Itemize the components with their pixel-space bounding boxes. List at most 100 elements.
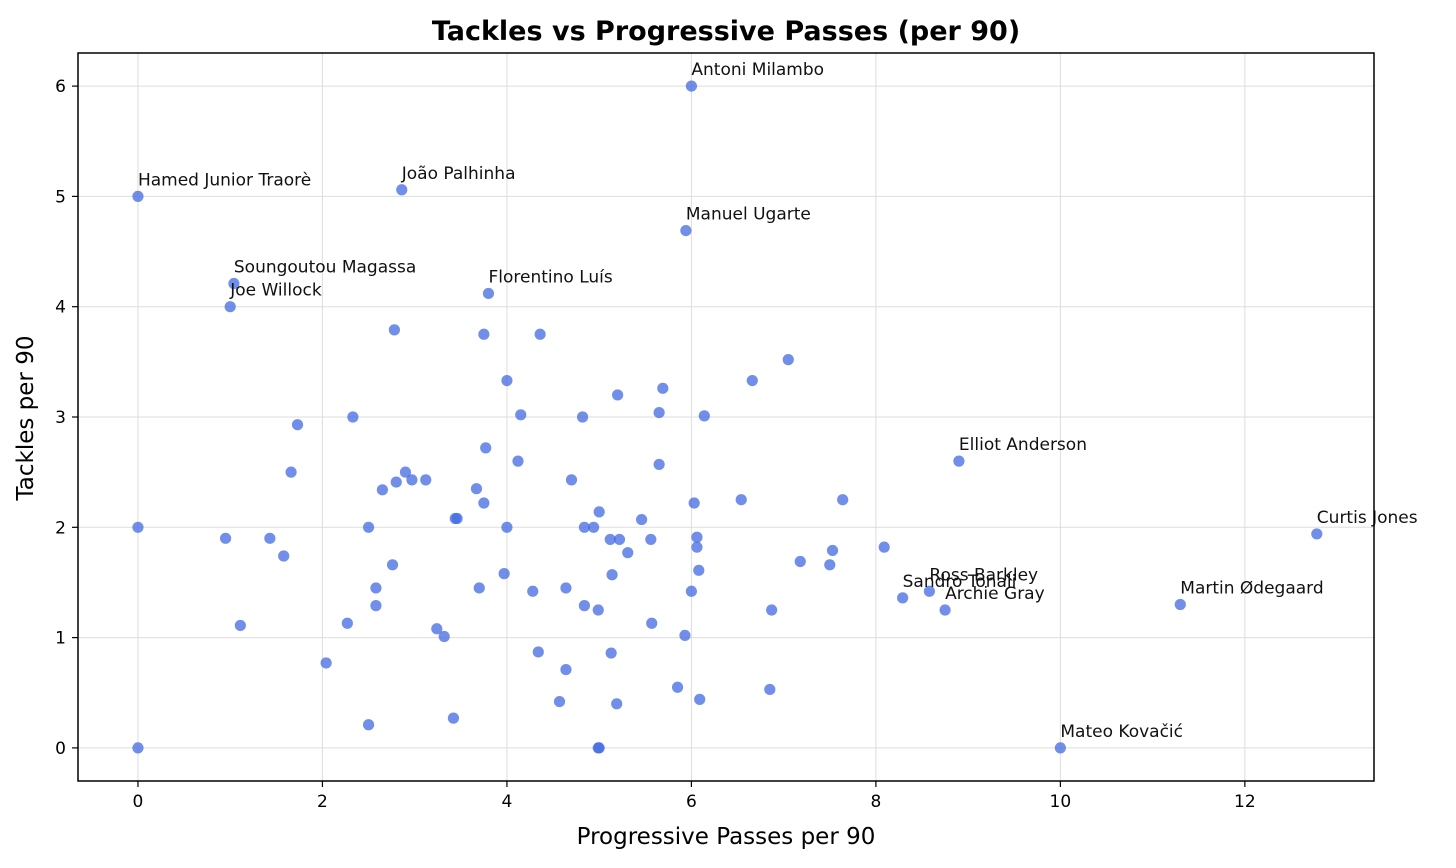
- scatter-point: [794, 555, 806, 568]
- scatter-point-labeled: [685, 80, 698, 92]
- scatter-point: [498, 568, 510, 580]
- scatter-point-labeled: [132, 190, 144, 202]
- scatter-point: [593, 506, 605, 518]
- scatter-point-labeled: [228, 277, 240, 290]
- y-tick-label: 5: [55, 187, 66, 207]
- scatter-point: [685, 585, 698, 597]
- scatter-point: [388, 324, 400, 336]
- scatter-point: [370, 600, 382, 612]
- x-tick-label: 2: [317, 792, 328, 812]
- scatter-point: [501, 375, 513, 387]
- point-annotation: Hamed Junior Traorè: [138, 170, 311, 190]
- scatter-point: [605, 647, 617, 659]
- scatter-point: [635, 513, 648, 526]
- point-annotation: Sandro Tonali: [903, 572, 1017, 592]
- scatter-point: [593, 742, 605, 754]
- scatter-point: [447, 712, 460, 724]
- scatter-point: [132, 521, 144, 533]
- grid-lines: [78, 53, 1374, 781]
- scatter-point: [578, 521, 591, 533]
- scatter-point-labeled: [1174, 598, 1186, 611]
- scatter-point-labeled: [1311, 528, 1323, 540]
- scatter-point: [370, 582, 382, 594]
- scatter-point: [470, 483, 483, 495]
- point-annotation: Martin Ødegaard: [1180, 579, 1323, 599]
- scatter-point: [390, 476, 402, 488]
- y-tick-label: 1: [55, 629, 66, 649]
- scatter-point: [688, 497, 700, 509]
- x-tick-label: 8: [870, 792, 881, 812]
- point-annotation: João Palhinha: [401, 164, 516, 184]
- scatter-point: [376, 484, 388, 496]
- scatter-point: [735, 494, 747, 506]
- scatter-point: [278, 550, 290, 562]
- point-annotation: Elliot Anderson: [959, 435, 1087, 455]
- scatter-point: [646, 617, 658, 629]
- scatter-point: [362, 719, 375, 731]
- scatter-point: [653, 406, 665, 419]
- scatter-point: [534, 328, 546, 340]
- point-annotation: Manuel Ugarte: [686, 205, 811, 225]
- scatter-point-labeled: [680, 224, 692, 237]
- scatter-point: [576, 411, 589, 423]
- scatter-point-labeled: [897, 592, 909, 604]
- scatter-point: [532, 646, 544, 658]
- scatter-point: [399, 466, 412, 478]
- scatter-point: [406, 474, 418, 486]
- scatter-point: [291, 419, 304, 431]
- plot-frame: [77, 52, 1375, 782]
- scatter-point: [565, 474, 578, 486]
- scatter-point: [588, 521, 600, 533]
- scatter-point-labeled: [953, 455, 965, 467]
- scatter-point: [622, 547, 634, 559]
- scatter-point: [480, 442, 492, 454]
- y-tick-label: 4: [55, 298, 66, 318]
- scatter-point: [606, 569, 618, 581]
- scatter-point: [560, 663, 572, 676]
- point-annotation: Soungoutou Magassa: [234, 258, 416, 278]
- x-tick-label: 10: [1050, 792, 1072, 812]
- scatter-point: [746, 375, 758, 387]
- scatter-point-labeled: [923, 585, 935, 597]
- scatter-point-labeled: [396, 184, 408, 196]
- scatter-point: [826, 544, 839, 557]
- chart-title: Tackles vs Progressive Passes (per 90): [432, 16, 1020, 47]
- scatter-point: [657, 382, 669, 394]
- scatter-point: [578, 600, 591, 612]
- scatter-point: [553, 695, 566, 708]
- scatter-point: [691, 531, 703, 543]
- scatter-point: [592, 604, 604, 616]
- scatter-point: [234, 619, 246, 632]
- x-tick-label: 4: [502, 792, 513, 812]
- scatter-point: [824, 559, 836, 571]
- point-annotation: Florentino Luís: [488, 267, 612, 287]
- y-tick-label: 6: [55, 77, 66, 97]
- scatter-point: [612, 389, 624, 401]
- point-annotation: Antoni Milambo: [691, 60, 824, 80]
- point-annotations: Antoni Milambo Hamed Junior Traorè João Pa…: [138, 60, 1418, 742]
- x-axis-label: Progressive Passes per 90: [577, 824, 876, 850]
- point-annotation: Curtis Jones: [1317, 508, 1418, 528]
- scatter-point: [341, 617, 353, 629]
- scatter-point: [671, 681, 684, 693]
- scatter-point: [512, 455, 524, 467]
- scatter-point: [451, 512, 463, 525]
- scatter-point: [473, 582, 485, 594]
- scatter-point-labeled: [1054, 742, 1066, 754]
- scatter-point-labeled: [224, 301, 236, 313]
- point-annotation: Mateo Kovačić: [1060, 722, 1183, 742]
- scatter-point: [386, 559, 399, 571]
- scatter-point: [420, 474, 432, 486]
- scatter-point: [264, 532, 276, 544]
- scatter-point: [782, 354, 794, 366]
- scatter-point: [653, 458, 665, 471]
- point-annotation: Archie Gray: [945, 584, 1045, 604]
- y-tick-label: 0: [55, 739, 66, 759]
- scatter-point: [478, 328, 490, 340]
- scatter-point: [132, 742, 144, 754]
- scatter-point: [691, 541, 703, 553]
- scatter-point: [679, 629, 691, 642]
- scatter-point: [604, 533, 616, 546]
